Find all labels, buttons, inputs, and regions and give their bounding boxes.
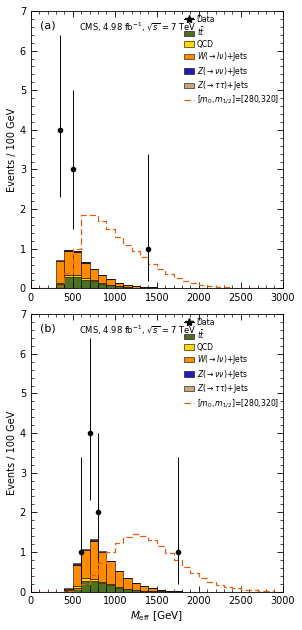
Bar	[81, 549, 90, 551]
Bar	[148, 588, 157, 591]
Bar	[90, 539, 98, 540]
Bar	[115, 283, 123, 287]
Bar	[64, 591, 73, 592]
Bar	[132, 583, 140, 590]
Bar	[98, 284, 106, 289]
Bar	[115, 287, 123, 289]
Bar	[115, 588, 123, 592]
Bar	[140, 591, 148, 592]
Bar	[132, 590, 140, 592]
Bar	[81, 280, 90, 289]
Bar	[81, 578, 90, 580]
Legend: Data, $t\bar{t}$, QCD, $W(\rightarrow l\nu)$+Jets, $Z(\rightarrow \nu\nu)$+Jets,: Data, $t\bar{t}$, QCD, $W(\rightarrow l\…	[183, 316, 281, 411]
Bar	[132, 287, 140, 289]
Bar	[148, 287, 157, 288]
Bar	[165, 591, 174, 592]
Bar	[81, 551, 90, 578]
Bar	[140, 287, 148, 288]
Y-axis label: Events / 100 GeV: Events / 100 GeV	[7, 108, 17, 192]
Bar	[90, 540, 98, 541]
Bar	[81, 580, 90, 592]
Bar	[64, 251, 73, 275]
Bar	[115, 571, 123, 587]
Bar	[73, 563, 81, 564]
Bar	[140, 587, 148, 591]
Bar	[98, 583, 106, 592]
Bar	[64, 250, 73, 251]
Bar	[98, 552, 106, 581]
Bar	[56, 260, 64, 261]
Bar	[81, 263, 90, 278]
Bar	[64, 249, 73, 250]
Bar	[90, 270, 98, 280]
Bar	[64, 589, 73, 590]
Bar	[90, 578, 98, 580]
Bar	[157, 590, 165, 591]
Bar	[123, 287, 132, 289]
Bar	[90, 280, 98, 281]
Bar	[73, 275, 81, 277]
Bar	[56, 284, 64, 289]
Bar	[73, 277, 81, 289]
Bar	[123, 285, 132, 287]
Bar	[90, 281, 98, 289]
Bar	[98, 581, 106, 583]
Bar	[73, 564, 81, 587]
Bar	[73, 251, 81, 275]
Bar	[106, 561, 115, 585]
Bar	[123, 589, 132, 592]
Bar	[73, 588, 81, 592]
Bar	[73, 587, 81, 588]
Text: (b): (b)	[40, 324, 55, 334]
Bar	[64, 275, 73, 277]
Bar	[56, 261, 64, 283]
Bar	[81, 278, 90, 280]
Bar	[90, 580, 98, 592]
Text: CMS, 4.98 fb$^{-1}$, $\sqrt{s}$ = 7 TeV: CMS, 4.98 fb$^{-1}$, $\sqrt{s}$ = 7 TeV	[79, 324, 196, 337]
Bar	[106, 285, 115, 289]
Bar	[56, 283, 64, 284]
Bar	[90, 541, 98, 578]
Bar	[106, 279, 115, 285]
Legend: Data, $t\bar{t}$, QCD, $W(\rightarrow l\nu)$+Jets, $Z(\rightarrow \nu\nu)$+Jets,: Data, $t\bar{t}$, QCD, $W(\rightarrow l\…	[183, 13, 281, 108]
Bar	[106, 585, 115, 592]
Bar	[123, 578, 132, 589]
Bar	[98, 275, 106, 284]
Y-axis label: Events / 100 GeV: Events / 100 GeV	[7, 411, 17, 495]
Bar	[132, 286, 140, 287]
Text: (a): (a)	[40, 21, 55, 31]
Bar	[64, 277, 73, 289]
X-axis label: $M_{\mathrm{eff}}$ [GeV]: $M_{\mathrm{eff}}$ [GeV]	[130, 609, 183, 623]
Text: CMS, 4.98 fb$^{-1}$, $\sqrt{s}$ = 7 TeV: CMS, 4.98 fb$^{-1}$, $\sqrt{s}$ = 7 TeV	[79, 21, 196, 34]
